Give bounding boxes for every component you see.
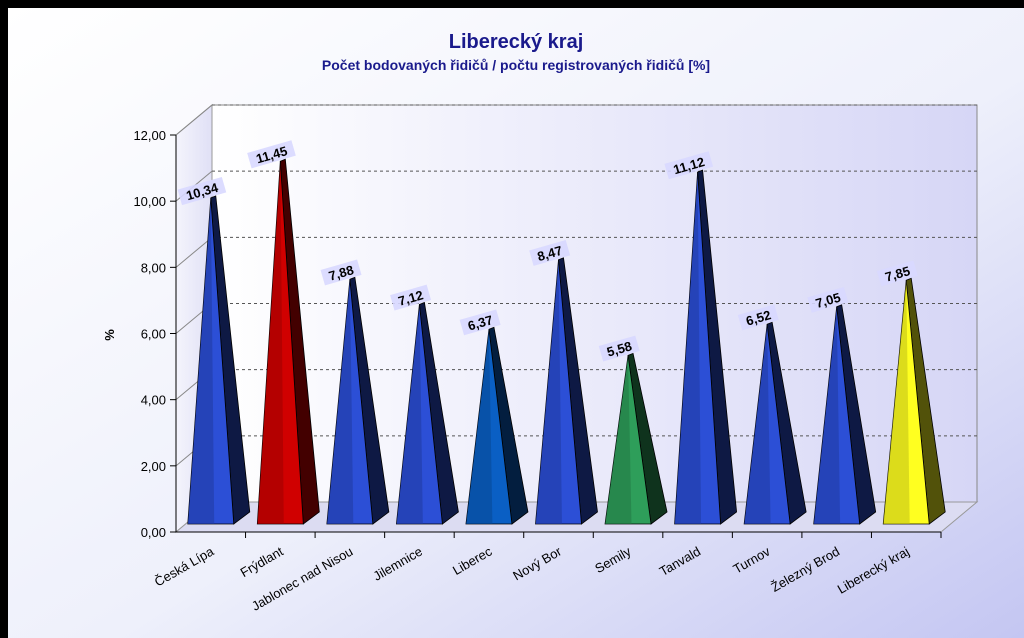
data-label-text: 6,52 bbox=[744, 307, 772, 328]
data-label: 6,37 bbox=[459, 309, 501, 336]
chart: 0,002,004,006,008,0010,0012,0010,34Česká… bbox=[8, 8, 1024, 638]
data-label-box bbox=[247, 140, 296, 169]
data-label: 5,58 bbox=[598, 335, 640, 362]
y-tick-label: 4,00 bbox=[141, 393, 166, 408]
data-label-box bbox=[320, 259, 362, 286]
bar-shade bbox=[813, 306, 841, 524]
bar-shade bbox=[744, 324, 771, 524]
data-label-box bbox=[390, 284, 432, 311]
y-tick-label: 10,00 bbox=[133, 194, 166, 209]
bar-shade bbox=[674, 172, 702, 524]
bar-shade bbox=[605, 355, 632, 524]
data-label: 6,52 bbox=[737, 304, 779, 331]
chart-subtitle: Počet bodovaných řidičů / počtu registro… bbox=[322, 57, 710, 73]
data-label: 7,88 bbox=[320, 259, 362, 286]
bar-shade bbox=[326, 279, 354, 524]
data-label-text: 8,47 bbox=[536, 243, 564, 264]
y-tick-label: 8,00 bbox=[141, 260, 166, 275]
y-tick-label: 0,00 bbox=[141, 525, 166, 540]
data-label-text: 7,88 bbox=[327, 262, 355, 283]
data-label-box bbox=[529, 239, 571, 266]
data-label-box bbox=[807, 286, 849, 313]
data-label: 7,12 bbox=[390, 284, 432, 311]
chart-title: Liberecký kraj bbox=[449, 31, 584, 53]
data-label-box bbox=[177, 177, 227, 206]
data-label-box bbox=[459, 309, 501, 336]
data-label-box bbox=[664, 151, 714, 180]
data-label-box bbox=[598, 335, 640, 362]
data-label-box bbox=[876, 260, 918, 287]
y-tick-label: 12,00 bbox=[133, 128, 166, 143]
gridline-side bbox=[175, 236, 213, 268]
data-label: 7,05 bbox=[807, 286, 849, 313]
bar-shade bbox=[187, 197, 215, 524]
y-tick-label: 2,00 bbox=[141, 459, 166, 474]
data-label-text: 6,37 bbox=[466, 312, 494, 333]
data-label-text: 5,58 bbox=[605, 338, 633, 359]
data-label-text: 7,85 bbox=[883, 263, 911, 284]
bar-shade bbox=[396, 304, 423, 524]
data-label-box bbox=[737, 304, 779, 331]
y-axis-label: % bbox=[102, 329, 117, 341]
bar-shade bbox=[257, 161, 284, 524]
data-label-text: 7,12 bbox=[396, 287, 424, 308]
y-tick-label: 6,00 bbox=[141, 327, 166, 342]
data-label-text: 7,05 bbox=[814, 290, 842, 311]
gridline-side bbox=[175, 104, 213, 136]
bar-shade bbox=[535, 259, 562, 524]
bar-shade bbox=[883, 280, 910, 524]
data-label: 8,47 bbox=[529, 239, 571, 266]
data-label: 7,85 bbox=[876, 260, 918, 287]
bar-shade bbox=[465, 329, 493, 524]
